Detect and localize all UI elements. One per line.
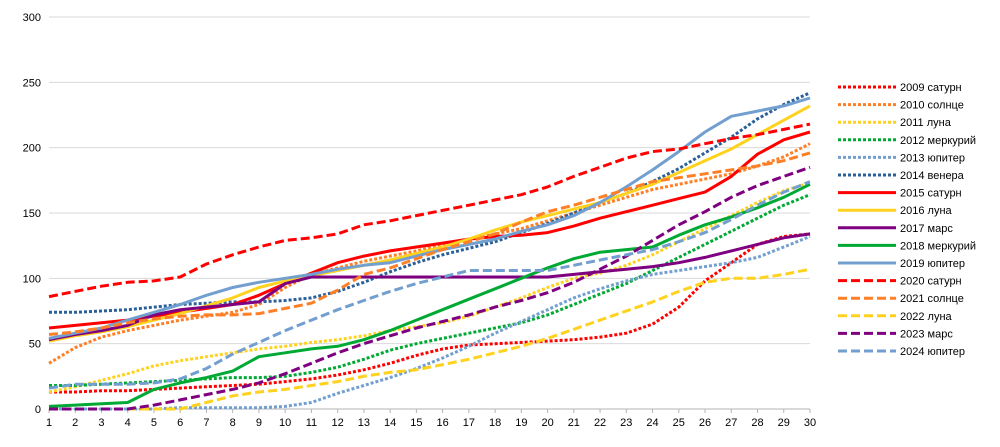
x-tick-label: 22: [594, 417, 606, 429]
series-line: [48, 122, 811, 299]
legend-item: 2015 сатурн: [838, 188, 962, 200]
series-line: [48, 130, 811, 330]
legend-item: 2010 солнце: [838, 100, 964, 112]
series-line: [49, 91, 811, 314]
series-lines: [48, 91, 811, 411]
x-tick-label: 4: [125, 417, 131, 429]
x-tick-label: 25: [673, 417, 685, 429]
x-tick-label: 26: [699, 417, 711, 429]
x-tick-label: 30: [804, 417, 816, 429]
legend-item: 2022 луна: [838, 311, 953, 323]
x-tick-label: 28: [751, 417, 763, 429]
x-tick-label: 14: [384, 417, 396, 429]
legend-item: 2012 меркурий: [838, 135, 976, 147]
y-tick-label: 150: [23, 208, 41, 220]
legend-label: 2020 сатурн: [900, 276, 962, 288]
legend-item: 2017 марс: [838, 223, 953, 235]
legend-label: 2012 меркурий: [900, 135, 976, 147]
series-line: [49, 267, 811, 411]
legend-item: 2011 луна: [838, 117, 952, 129]
legend: 2009 сатурн 2010 солнце 2011 луна 2012 мерк…: [838, 82, 976, 358]
legend-item: 2013 юпитер: [838, 152, 965, 164]
series-line: [48, 96, 811, 340]
legend-label: 2024 юпитер: [900, 346, 965, 358]
x-tick-label: 1: [46, 417, 52, 429]
series-line: [48, 232, 811, 342]
x-tick-label: 9: [256, 417, 262, 429]
x-tick-label: 18: [489, 417, 501, 429]
legend-label: 2011 луна: [900, 117, 952, 129]
series-line: [49, 165, 811, 411]
series-line: [48, 182, 811, 408]
series-line: [48, 104, 811, 343]
legend-label: 2022 луна: [900, 311, 953, 323]
legend-item: 2009 сатурн: [838, 82, 962, 94]
legend-item: 2023 марс: [838, 328, 953, 340]
legend-label: 2018 меркурий: [900, 240, 976, 252]
y-tick-label: 0: [35, 404, 41, 416]
series-line: [48, 180, 811, 390]
legend-label: 2009 сатурн: [900, 82, 962, 94]
series-line: [49, 193, 811, 387]
x-tick-label: 8: [230, 417, 236, 429]
x-tick-label: 23: [620, 417, 632, 429]
x-tick-label: 5: [151, 417, 157, 429]
legend-label: 2013 юпитер: [900, 152, 965, 164]
legend-label: 2010 солнце: [900, 100, 964, 112]
legend-label: 2017 марс: [900, 223, 953, 235]
x-tick-label: 10: [279, 417, 291, 429]
legend-label: 2015 сатурн: [900, 188, 962, 200]
legend-label: 2016 луна: [900, 205, 953, 217]
x-tick-label: 13: [358, 417, 370, 429]
legend-item: 2019 юпитер: [838, 258, 965, 270]
x-tick-label: 6: [177, 417, 183, 429]
legend-item: 2018 меркурий: [838, 240, 976, 252]
legend-item: 2020 сатурн: [838, 276, 962, 288]
x-tick-label: 7: [203, 417, 209, 429]
series-line: [48, 142, 811, 365]
x-tick-label: 21: [568, 417, 580, 429]
x-tick-label: 29: [778, 417, 790, 429]
x-tick-label: 19: [515, 417, 527, 429]
series-line: [48, 151, 811, 336]
legend-label: 2021 солнце: [900, 293, 964, 305]
series-line: [49, 232, 811, 394]
legend-item: 2016 луна: [838, 205, 953, 217]
series-line: [49, 235, 811, 411]
y-tick-label: 50: [29, 339, 41, 351]
legend-label: 2023 марс: [900, 328, 953, 340]
x-tick-label: 16: [436, 417, 448, 429]
y-tick-label: 100: [23, 273, 41, 285]
x-tick-label: 12: [332, 417, 344, 429]
legend-item: 2024 юпитер: [838, 346, 965, 358]
x-tick-label: 24: [646, 417, 658, 429]
legend-item: 2014 венера: [838, 170, 965, 182]
x-tick-label: 2: [72, 417, 78, 429]
x-tick-label: 3: [98, 417, 104, 429]
y-tick-label: 300: [23, 12, 41, 24]
legend-item: 2021 солнце: [838, 293, 964, 305]
legend-label: 2019 юпитер: [900, 258, 965, 270]
y-tick-label: 250: [23, 77, 41, 89]
x-tick-label: 20: [541, 417, 553, 429]
x-tick-label: 11: [306, 417, 317, 429]
legend-label: 2014 венера: [900, 170, 965, 182]
x-tick-label: 27: [725, 417, 737, 429]
x-tick-label: 17: [463, 417, 475, 429]
y-tick-label: 200: [23, 143, 41, 155]
x-tick-label: 15: [410, 417, 422, 429]
